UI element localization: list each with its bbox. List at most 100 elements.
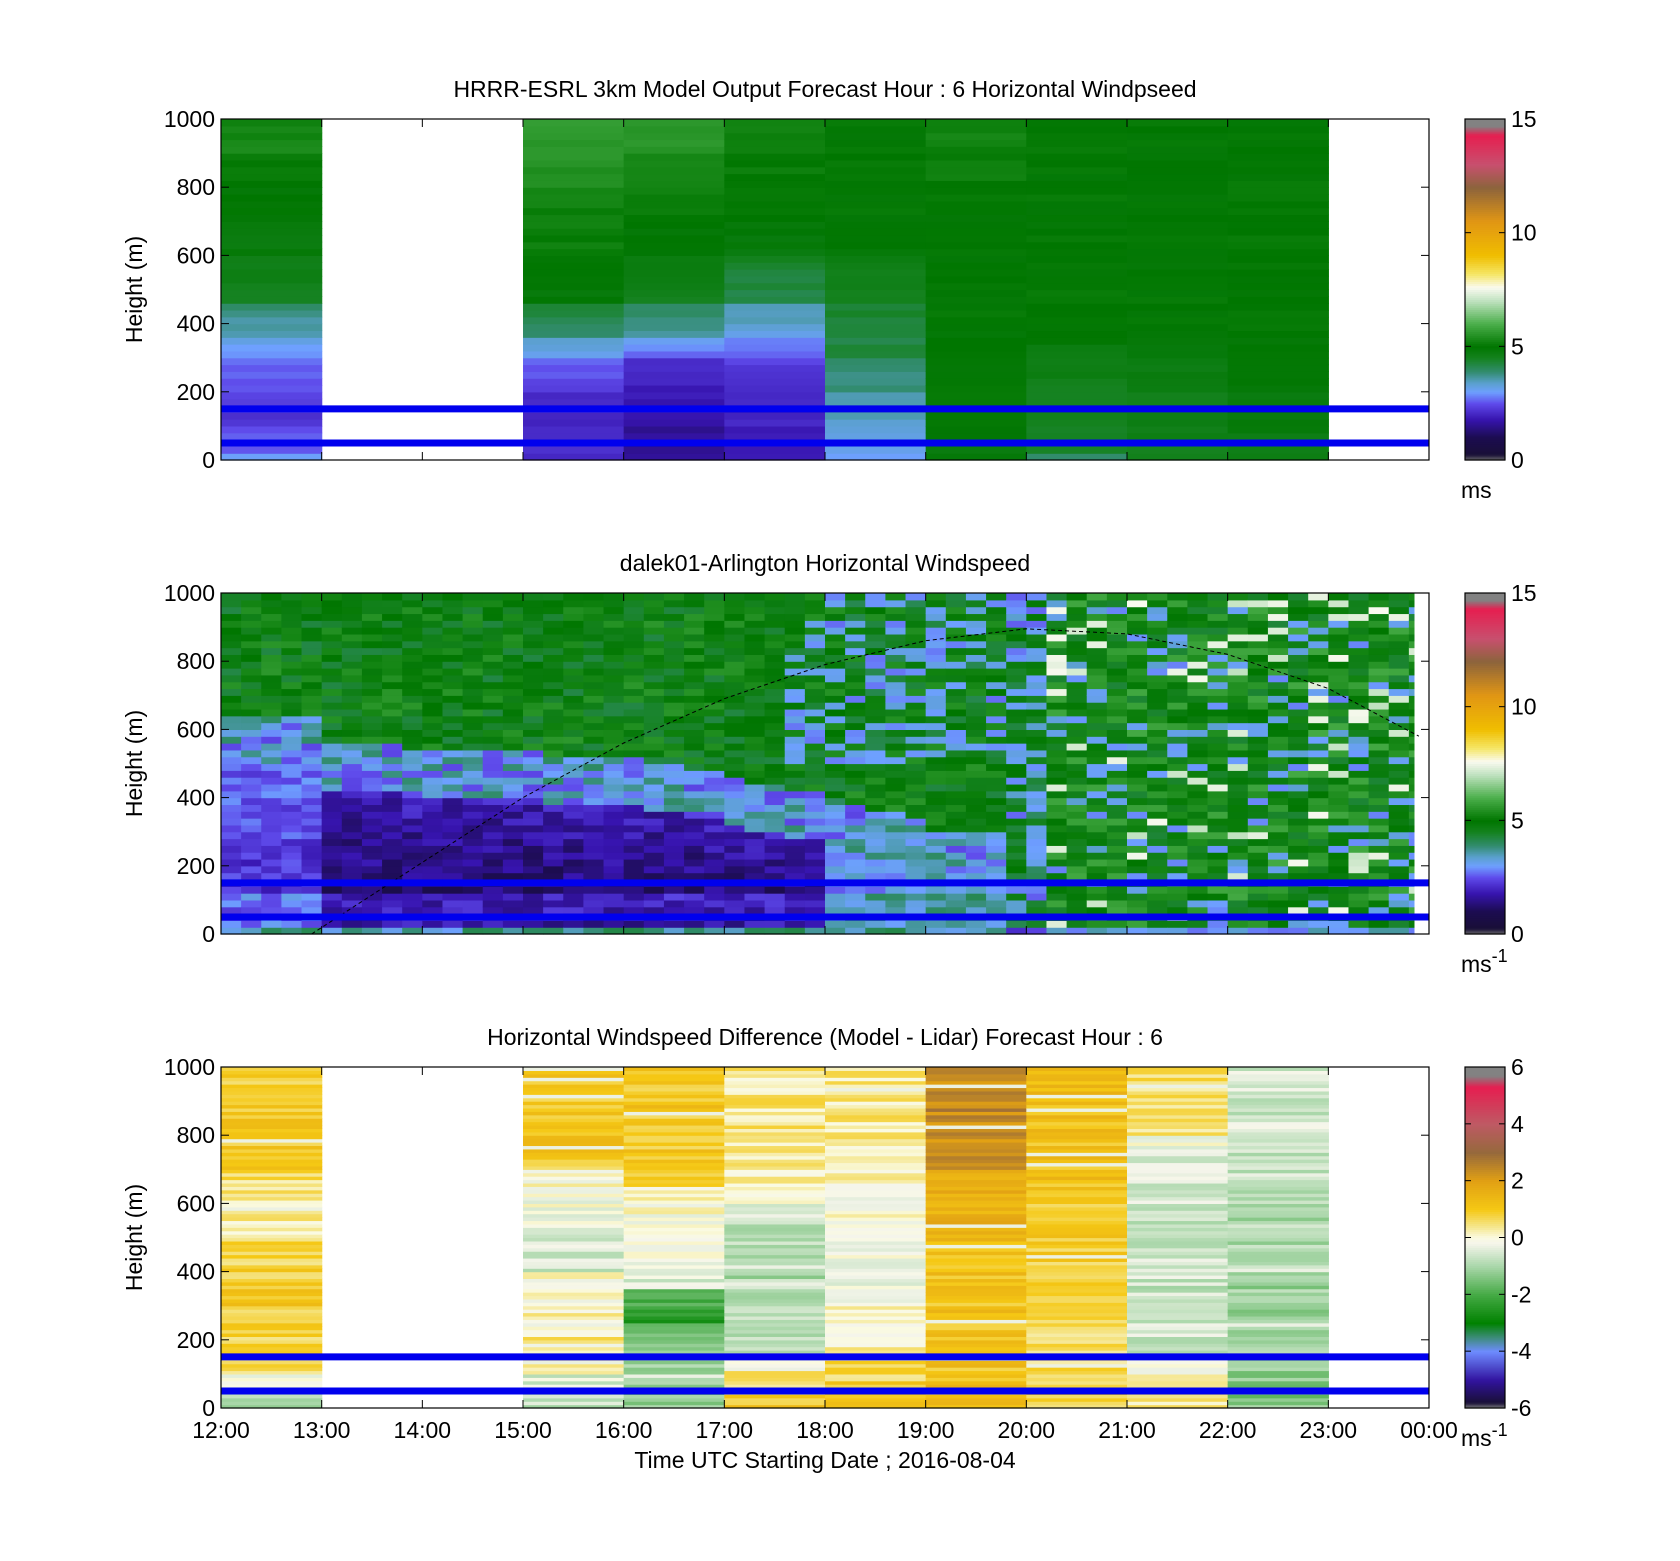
heatmap-cell [1026, 187, 1128, 195]
heatmap-cell [583, 893, 605, 901]
heatmap-cell [623, 1394, 725, 1399]
colorbar-segment [1465, 809, 1505, 813]
heatmap-cell [945, 797, 967, 806]
heatmap-cell [1127, 858, 1148, 867]
heatmap-cell [382, 756, 403, 765]
heatmap-cell [804, 927, 826, 935]
heatmap-cell [804, 811, 826, 819]
heatmap-cell [623, 241, 725, 250]
heatmap-cell [744, 783, 766, 792]
heatmap-cell [724, 920, 746, 928]
heatmap-cell [281, 613, 303, 621]
heatmap-cell [1267, 654, 1289, 662]
heatmap-cell [482, 674, 504, 683]
heatmap-cell [764, 763, 786, 771]
heatmap-cell [1408, 858, 1415, 867]
heatmap-cell [643, 613, 665, 621]
heatmap-cell [1227, 824, 1249, 833]
heatmap-cell [724, 715, 746, 724]
heatmap-cell [825, 1315, 927, 1320]
heatmap-cell [825, 1097, 927, 1102]
heatmap-cell [1167, 872, 1188, 881]
heatmap-cell [1147, 872, 1168, 881]
heatmap-cell [241, 770, 262, 778]
heatmap-cell [1308, 858, 1329, 867]
heatmap-cell [422, 633, 444, 642]
heatmap-cell [221, 1131, 323, 1136]
colorbar-segment [1465, 293, 1505, 297]
heatmap-cell [442, 613, 464, 621]
heatmap-cell [724, 1114, 826, 1119]
heatmap-cell [623, 1315, 725, 1320]
heatmap-cell [925, 1336, 1027, 1341]
heatmap-cell [361, 899, 383, 908]
heatmap-cell [1288, 770, 1309, 778]
heatmap-cell [1227, 920, 1249, 928]
heatmap-cell [925, 1090, 1027, 1095]
x-tick-label: 16:00 [595, 1417, 653, 1443]
heatmap-cell [1086, 838, 1108, 846]
heatmap-cell [321, 715, 343, 724]
heatmap-cell [543, 886, 564, 894]
heatmap-cell [1106, 852, 1128, 860]
heatmap-cell [784, 927, 806, 935]
heatmap-cell [402, 749, 423, 758]
heatmap-cell [925, 797, 947, 806]
heatmap-cell [1207, 927, 1229, 935]
heatmap-cell [523, 599, 544, 608]
heatmap-cell [1308, 654, 1329, 662]
x-tick-label: 00:00 [1400, 1417, 1458, 1443]
heatmap-cell [885, 688, 907, 696]
heatmap-cell [643, 640, 665, 649]
heatmap-cell [1127, 1360, 1229, 1365]
heatmap-cell [825, 1281, 927, 1286]
heatmap-cell [321, 763, 343, 771]
heatmap-cell [845, 640, 866, 649]
heatmap-cell [221, 384, 323, 393]
colorbar-tick-label: 15 [1511, 106, 1537, 132]
heatmap-cell [1147, 824, 1168, 833]
heatmap-cell [925, 845, 947, 853]
heatmap-cell [1147, 893, 1168, 901]
heatmap-cell [422, 811, 444, 819]
heatmap-cell [1046, 920, 1068, 928]
heatmap-cell [523, 1142, 625, 1147]
heatmap-cell [986, 599, 1007, 608]
colorbar-segment [1465, 607, 1505, 610]
heatmap-cell [1127, 1179, 1229, 1184]
heatmap-cell [764, 633, 786, 642]
heatmap-cell [1247, 729, 1269, 737]
heatmap-cell [281, 920, 303, 928]
heatmap-cell [523, 241, 625, 250]
heatmap-cell [623, 831, 645, 840]
heatmap-cell [925, 125, 1027, 134]
heatmap-cell [583, 818, 605, 826]
heatmap-cell [1227, 1169, 1329, 1174]
heatmap-cell [523, 1230, 625, 1235]
heatmap-cell [523, 1332, 625, 1337]
heatmap-cell [321, 633, 343, 642]
heatmap-cell [1227, 1073, 1329, 1078]
heatmap-cell [724, 729, 746, 737]
heatmap-cell [1046, 688, 1068, 696]
heatmap-cell [784, 640, 806, 649]
heatmap-cell [1187, 654, 1209, 662]
heatmap-cell [1167, 865, 1188, 874]
heatmap-cell [1127, 173, 1229, 181]
heatmap-cell [744, 770, 766, 778]
heatmap-cell [1026, 749, 1048, 758]
colorbar-segment [1465, 755, 1505, 759]
heatmap-cell [482, 668, 504, 676]
heatmap-cell [402, 640, 423, 649]
heatmap-cell [221, 1220, 323, 1225]
heatmap-cell [241, 736, 262, 744]
colorbar-segment [1465, 413, 1505, 417]
heatmap-cell [684, 804, 705, 812]
heatmap-cell [462, 818, 484, 826]
heatmap-cell [1408, 647, 1415, 655]
colorbar-segment [1465, 837, 1505, 841]
heatmap-cell [1388, 756, 1410, 765]
heatmap-cell [462, 681, 484, 690]
y-tick-label: 800 [177, 648, 215, 674]
heatmap-cell [382, 906, 403, 915]
